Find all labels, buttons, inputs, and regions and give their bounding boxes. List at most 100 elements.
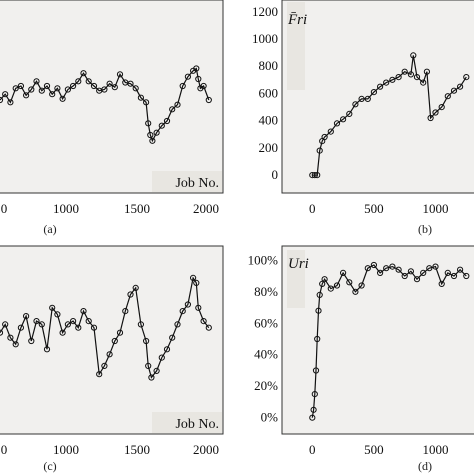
panel-b-point [321, 133, 328, 141]
panel-c-point [205, 324, 212, 331]
panel-b-point [370, 89, 377, 96]
panel-a-xtick-3: 2000 [193, 201, 219, 216]
panel-d-point [444, 269, 451, 276]
panel-b-point [457, 83, 464, 90]
panel-b-ylabel: F̄ri [287, 12, 307, 28]
panel-b-ytick: 200 [259, 140, 279, 155]
panel-b-point [401, 68, 408, 75]
panel-b-point [427, 114, 434, 122]
panel-b-ytick: 1000 [252, 31, 278, 46]
panel-a-point [28, 86, 35, 93]
panel-d-point [358, 282, 365, 289]
panel-b-point [410, 52, 417, 59]
panel-d-ytick: 100% [248, 252, 279, 267]
panel-c-point [96, 371, 103, 378]
panel-c-point [75, 324, 82, 331]
panel-d-point [438, 280, 445, 287]
panel-b-point [463, 74, 470, 81]
panel-c-point [59, 329, 66, 336]
panel-c-point [28, 337, 35, 345]
panel-b-ytick: 600 [259, 86, 279, 101]
panel-c-point [153, 367, 160, 374]
panel-d-point [346, 279, 353, 286]
panel-d-point [352, 288, 359, 295]
panel-c-xtick-2: 1500 [124, 442, 150, 457]
panel-a-caption: (a) [43, 222, 56, 236]
panel-d-point [315, 307, 322, 314]
panel-c-point [23, 313, 30, 320]
panel-b-point [423, 68, 430, 75]
panel-d-point [432, 263, 439, 270]
panel-a-series-line [0, 67, 210, 143]
panel-d-ytick: 20% [254, 378, 278, 393]
panel-d-xtick: 500 [364, 442, 384, 457]
panel-c-point [158, 354, 165, 361]
panel-b-point [314, 172, 321, 179]
panel-b-point [352, 101, 359, 108]
panel-b-xtick: 0 [309, 201, 316, 216]
panel-a-point [158, 122, 165, 129]
panel-d-ytick: 40% [254, 347, 278, 362]
panel-a-point [64, 86, 72, 93]
panel-b-point [450, 87, 458, 94]
panel-d-point [407, 268, 414, 275]
panel-a-point [43, 82, 51, 90]
panel-c-point [143, 337, 150, 345]
panel-d-point [395, 266, 402, 273]
panel-b-point [383, 79, 390, 86]
panel-b-point [438, 104, 445, 111]
panel-a-xlabel-bg [152, 171, 222, 192]
panel-a-point [193, 65, 200, 72]
panel-c-point [17, 324, 24, 331]
panel-a-point [179, 82, 186, 90]
panel-c-point [174, 321, 181, 328]
panel-d-point [420, 269, 427, 276]
panel-d-xtick: 1000 [423, 442, 449, 457]
panel-c-point [179, 308, 186, 315]
panel-b-xtick: 500 [364, 201, 384, 216]
panel-b-point [340, 116, 347, 123]
panel-c-point [127, 291, 134, 298]
panel-d: Uri 0% 20% 40% 60% 80% 100% 0 500 1000 (d) [248, 245, 474, 473]
panel-a-point [132, 85, 139, 92]
panel-d-point [463, 272, 470, 280]
panel-d-point [413, 276, 421, 283]
panel-a-point [149, 137, 156, 144]
panel-d-point [377, 269, 384, 276]
panel-b: F̄ri 0 200 400 600 800 1000 1200 0 500 1000 (b) [252, 0, 474, 236]
panel-a-point [0, 96, 4, 104]
panel-b-xtick: 1000 [423, 201, 449, 216]
panel-a-point [137, 94, 144, 101]
panel-d-point [319, 280, 326, 287]
panel-a-point [54, 85, 61, 92]
panel-d-point [312, 367, 320, 374]
panel-c-point [2, 321, 9, 328]
panel-c: Job No. 0 1000 1500 2000 (c) [0, 245, 224, 473]
panel-c-point [116, 329, 124, 336]
panel-c-point [0, 329, 4, 336]
panel-b-point [346, 110, 353, 118]
panel-b-ytick: 400 [259, 113, 279, 128]
panel-b-point [311, 172, 318, 179]
panel-c-point [70, 318, 77, 325]
panel-b-point [377, 83, 384, 90]
panel-c-point [7, 334, 14, 341]
panel-d-point [340, 269, 347, 276]
panel-a-point [153, 129, 160, 136]
panel-c-point [190, 274, 197, 281]
panel-d-point [457, 266, 464, 273]
panel-a-point [33, 78, 40, 85]
panel-c-point [111, 337, 118, 345]
panel-d-point [309, 414, 316, 421]
panel-c-point [54, 311, 61, 318]
panel-d-caption: (d) [418, 459, 432, 473]
panel-a-xtick-2: 1500 [124, 201, 150, 216]
panel-b-point [413, 74, 421, 81]
panel-c-point [49, 304, 56, 311]
panel-d-point [364, 265, 371, 272]
panel-a-point [90, 82, 98, 90]
panel-c-point [145, 362, 152, 369]
panel-c-point [64, 321, 72, 328]
panel-c-frame [0, 245, 224, 435]
